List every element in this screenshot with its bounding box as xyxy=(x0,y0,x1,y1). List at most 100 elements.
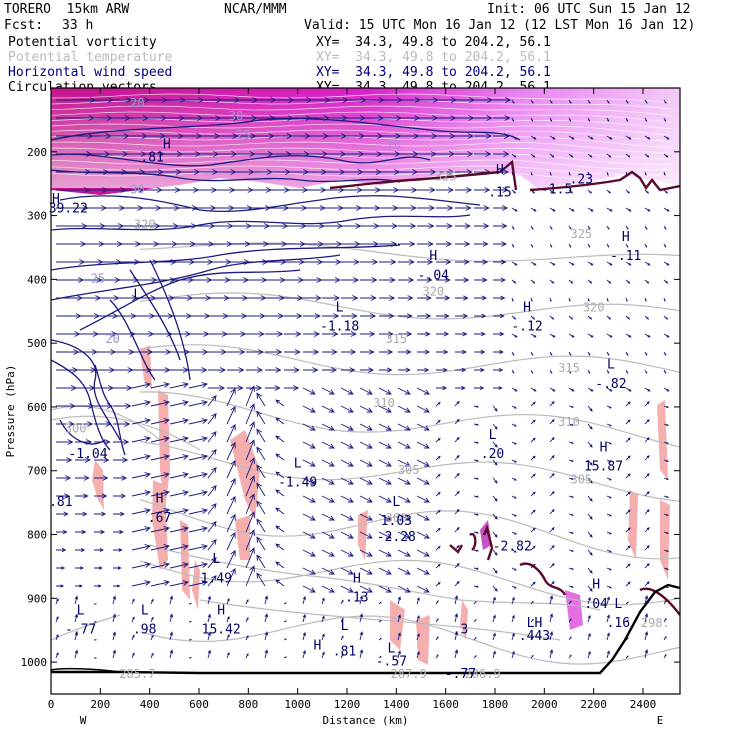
wind-vector xyxy=(474,385,485,391)
wind-vector xyxy=(606,531,612,535)
wind-vector xyxy=(189,295,212,301)
wind-vector xyxy=(473,513,479,516)
wind-vector xyxy=(625,261,632,266)
wind-vector xyxy=(644,135,651,140)
wind-vector xyxy=(359,459,373,467)
wind-vector xyxy=(625,619,629,623)
wind-vector xyxy=(587,513,593,520)
wind-vector xyxy=(359,549,373,557)
wind-vector xyxy=(436,169,455,175)
pv-extremum-label: 1.49 xyxy=(201,571,232,586)
wind-vector xyxy=(473,459,479,462)
wind-vector xyxy=(511,513,517,517)
wind-vector xyxy=(188,490,208,497)
wind-vector xyxy=(275,525,285,533)
wind-vector xyxy=(321,405,335,413)
wind-vector xyxy=(511,315,517,320)
theta-label: 320 xyxy=(134,217,156,231)
wind-vector xyxy=(587,333,594,338)
wind-vector xyxy=(321,567,335,575)
wind-vector xyxy=(663,423,669,427)
wind-vector xyxy=(511,531,517,535)
theta-label: 325 xyxy=(570,227,592,241)
wind-vector xyxy=(226,477,236,497)
theta-label: 285.7 xyxy=(119,667,155,681)
wind-vector xyxy=(265,331,284,337)
wind-vector xyxy=(663,351,667,356)
wind-vector xyxy=(625,333,632,338)
wind-vector xyxy=(436,349,449,355)
wind-vector xyxy=(606,441,612,445)
wind-vector xyxy=(284,331,302,337)
field-xy-theta: XY= 34.3, 49.8 to 204.2, 56.1 xyxy=(316,50,551,65)
wind-vector xyxy=(303,313,321,319)
wind-vector xyxy=(530,153,536,158)
wind-vector xyxy=(644,387,651,392)
wind-vector xyxy=(246,349,264,355)
wind-vector xyxy=(189,313,211,319)
pv-extremum-label: -1.49 xyxy=(278,476,317,491)
wind-speed-contours xyxy=(51,118,521,456)
wind-vector xyxy=(606,495,612,499)
wind-vector xyxy=(511,596,515,605)
wind-vector xyxy=(245,403,255,425)
wind-vector xyxy=(435,419,441,425)
wind-vector xyxy=(606,477,612,481)
wind-vector xyxy=(264,631,269,641)
wind-vector xyxy=(94,511,107,517)
wind-vector xyxy=(436,313,450,319)
wind-vector xyxy=(473,423,479,426)
x-tick-label: 1400 xyxy=(383,698,410,711)
pv-extremum-label: H xyxy=(523,300,531,315)
wind-vector xyxy=(492,549,498,556)
wind-vector xyxy=(245,635,249,641)
wind-vector xyxy=(113,529,124,535)
pv-extremum-label: -.11 xyxy=(610,249,641,264)
wind-vector xyxy=(56,493,70,499)
wind-vector xyxy=(379,367,393,373)
wind-vector xyxy=(322,205,345,211)
wind-vector xyxy=(417,367,430,373)
wind-vector xyxy=(530,600,534,605)
wind-vector xyxy=(246,313,266,319)
wind-vector xyxy=(170,349,191,355)
wind-vector xyxy=(321,513,335,521)
wind-vector xyxy=(435,491,441,497)
y-tick-label: 200 xyxy=(27,146,47,159)
theta-label: 305 xyxy=(570,472,592,486)
wind-vector xyxy=(398,349,412,355)
wind-vector xyxy=(378,513,392,521)
wind-vector xyxy=(568,387,575,392)
wind-vector xyxy=(549,472,555,479)
wind-vector xyxy=(455,367,467,373)
wind-vector xyxy=(606,207,613,212)
wind-vector xyxy=(322,295,341,301)
wind-vector xyxy=(587,585,593,592)
wind-vector xyxy=(397,387,411,395)
wind-vector xyxy=(275,399,285,407)
pv-extremum-label: .3 xyxy=(453,622,469,637)
wind-vector xyxy=(492,513,498,520)
wind-vector xyxy=(360,223,380,229)
wind-vector xyxy=(246,241,270,247)
wind-vector xyxy=(245,385,255,407)
wind-vector xyxy=(189,331,210,337)
wind-vector xyxy=(359,631,364,641)
wind-vector xyxy=(112,649,117,659)
wind-vector xyxy=(131,652,135,659)
wind-vector xyxy=(493,313,505,319)
wind-vector xyxy=(188,544,208,551)
wind-vector xyxy=(150,526,170,533)
wind-vector xyxy=(284,223,307,229)
wind-vector xyxy=(302,613,307,623)
wind-vector xyxy=(587,632,591,641)
wind-vector xyxy=(644,473,650,479)
wind-vector xyxy=(284,295,304,301)
wind-vector xyxy=(436,277,451,283)
wind-vector xyxy=(625,437,631,443)
wind-vector xyxy=(378,601,382,605)
wind-vector xyxy=(397,585,411,593)
wind-vector xyxy=(549,562,555,569)
wind-vector xyxy=(492,531,498,538)
wind-vector xyxy=(302,387,316,395)
